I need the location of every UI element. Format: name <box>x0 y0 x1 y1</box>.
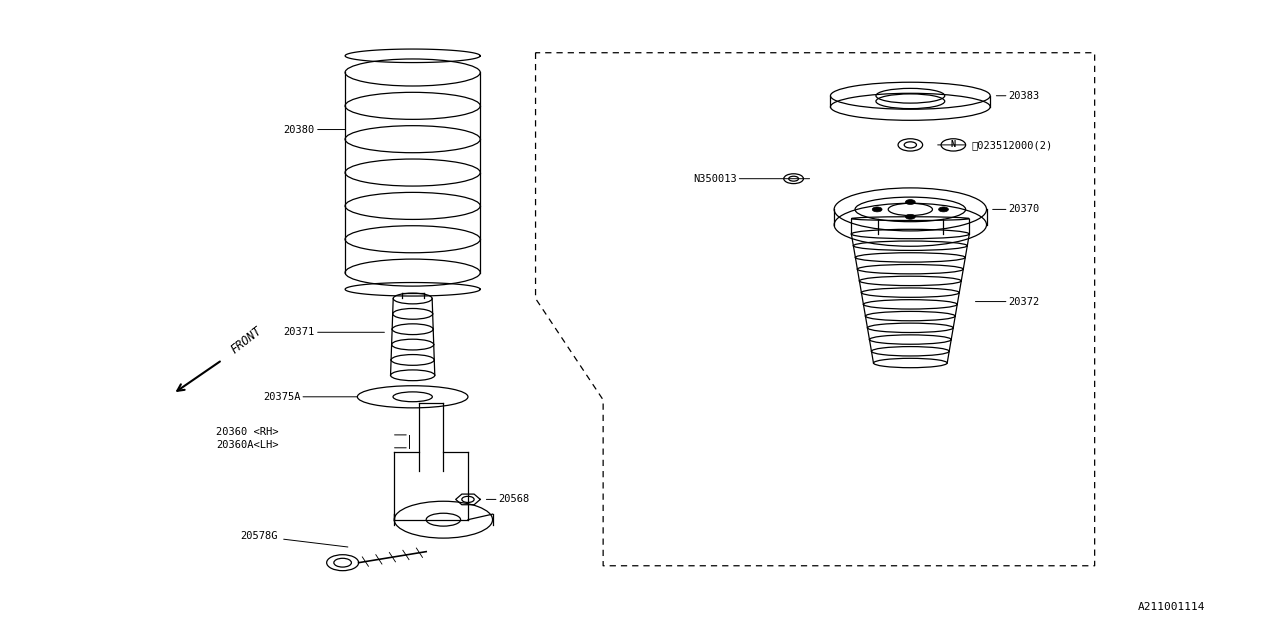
Circle shape <box>938 207 948 212</box>
Text: 20568: 20568 <box>486 495 530 504</box>
Text: 20380: 20380 <box>284 125 346 134</box>
Text: N: N <box>951 140 956 149</box>
Text: 20371: 20371 <box>284 327 384 337</box>
Text: 20370: 20370 <box>993 204 1039 214</box>
Text: 20578G: 20578G <box>241 531 348 547</box>
Text: 20375A: 20375A <box>262 392 357 402</box>
Circle shape <box>872 207 882 212</box>
Text: A211001114: A211001114 <box>1138 602 1206 612</box>
Text: 20360 <RH>: 20360 <RH> <box>216 427 279 437</box>
Text: 20383: 20383 <box>996 91 1039 100</box>
Text: Ⓝ023512000(2): Ⓝ023512000(2) <box>972 140 1053 150</box>
Text: 20372: 20372 <box>975 296 1039 307</box>
Text: FRONT: FRONT <box>228 324 265 357</box>
Circle shape <box>905 200 915 205</box>
Circle shape <box>905 214 915 220</box>
Text: N350013: N350013 <box>692 173 809 184</box>
Text: 20360A<LH>: 20360A<LH> <box>216 440 279 450</box>
